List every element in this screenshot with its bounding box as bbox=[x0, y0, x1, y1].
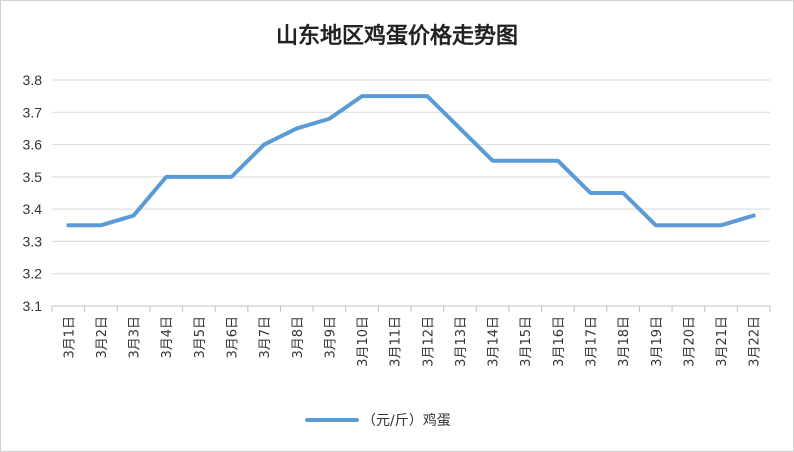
legend-label: （元/斤）鸡蛋 bbox=[362, 412, 451, 429]
y-tick-label: 3.7 bbox=[23, 104, 43, 120]
x-tick-label: 3月10日 bbox=[356, 316, 371, 367]
legend: （元/斤）鸡蛋 bbox=[305, 412, 451, 429]
x-tick-label: 3月17日 bbox=[585, 316, 600, 367]
x-tick-label: 3月7日 bbox=[258, 316, 273, 359]
x-tick-label: 3月20日 bbox=[682, 316, 697, 367]
x-tick-label: 3月18日 bbox=[617, 316, 632, 367]
x-tick-label: 3月3日 bbox=[128, 316, 143, 359]
x-tick-label: 3月14日 bbox=[487, 316, 502, 367]
chart-title: 山东地区鸡蛋价格走势图 bbox=[276, 23, 518, 49]
x-tick-label: 3月19日 bbox=[650, 316, 665, 367]
x-tick-label: 3月15日 bbox=[519, 316, 534, 367]
x-tick-label: 3月16日 bbox=[552, 316, 567, 367]
x-tick-label: 3月5日 bbox=[193, 316, 208, 359]
y-tick-label: 3.4 bbox=[23, 201, 43, 217]
y-tick-label: 3.3 bbox=[23, 233, 43, 249]
y-tick-label: 3.8 bbox=[23, 72, 43, 88]
x-tick-label: 3月13日 bbox=[454, 316, 469, 367]
series-layer bbox=[66, 94, 756, 228]
y-tick-label: 3.5 bbox=[23, 169, 43, 185]
y-axis-ticks: 3.8 3.7 3.6 3.5 3.4 3.3 3.2 3.1 bbox=[23, 72, 43, 314]
x-tick-label: 3月9日 bbox=[323, 316, 338, 359]
x-axis: 3月1日 3月2日 3月3日 3月4日 3月5日 3月6日 3月7日 3月8日 3月9日 3月10… bbox=[51, 305, 771, 367]
x-tick-label: 3月2日 bbox=[95, 316, 110, 359]
x-tick-label: 3月11日 bbox=[389, 316, 404, 367]
y-tick-label: 3.2 bbox=[23, 266, 43, 282]
x-tick-label: 3月8日 bbox=[291, 316, 306, 359]
x-tick-label: 3月4日 bbox=[160, 316, 175, 359]
gridlines bbox=[52, 79, 770, 275]
x-tick-label: 3月1日 bbox=[62, 316, 77, 359]
y-tick-label: 3.6 bbox=[23, 137, 43, 153]
y-tick-label: 3.1 bbox=[23, 298, 43, 314]
x-tick-label: 3月12日 bbox=[421, 316, 436, 367]
x-tick-label: 3月22日 bbox=[748, 316, 763, 367]
x-tick-label: 3月6日 bbox=[226, 316, 241, 359]
series-line bbox=[66, 94, 756, 228]
x-tick-label: 3月21日 bbox=[715, 316, 730, 367]
